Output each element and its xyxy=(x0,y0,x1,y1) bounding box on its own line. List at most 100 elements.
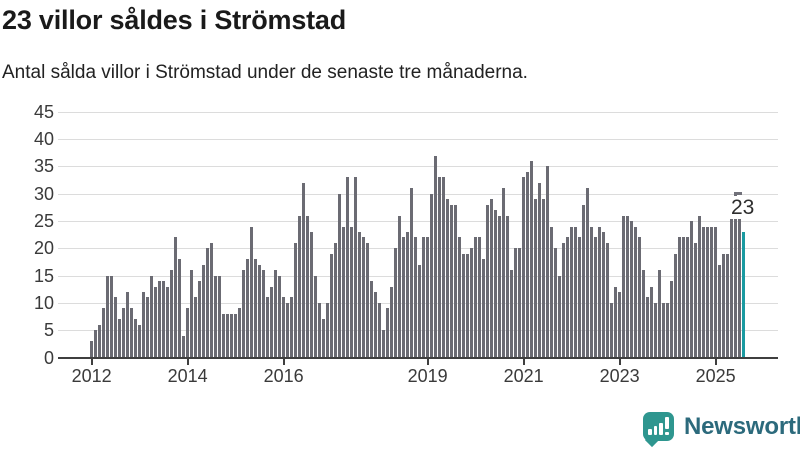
bar xyxy=(426,237,430,358)
gridline xyxy=(58,139,778,141)
bar xyxy=(102,308,106,358)
y-tick-label: 10 xyxy=(33,292,54,313)
last-value-annotation: 23 xyxy=(729,192,757,219)
bar xyxy=(446,199,450,358)
bar xyxy=(454,204,458,358)
bar xyxy=(322,319,326,358)
bar xyxy=(418,264,422,358)
x-axis-tick xyxy=(714,358,717,365)
bar xyxy=(394,248,398,358)
bar xyxy=(730,215,734,358)
bar xyxy=(222,313,226,358)
bar xyxy=(450,204,454,358)
bar xyxy=(414,237,418,358)
bar xyxy=(274,270,278,358)
bar xyxy=(366,242,370,358)
bar xyxy=(158,281,162,358)
bar xyxy=(126,292,130,358)
bar xyxy=(478,237,482,358)
bar xyxy=(534,199,538,358)
bar xyxy=(282,297,286,358)
bar xyxy=(590,226,594,358)
bar xyxy=(690,221,694,358)
gridline xyxy=(58,248,778,250)
x-tick-label: 2019 xyxy=(407,366,448,386)
bar xyxy=(110,275,114,358)
bar xyxy=(474,237,478,358)
bar xyxy=(554,248,558,358)
bar xyxy=(486,204,490,358)
bar xyxy=(558,275,562,358)
bar xyxy=(578,237,582,358)
bar xyxy=(214,275,218,358)
bar xyxy=(522,177,526,358)
y-tick-label: 5 xyxy=(43,320,54,341)
x-axis-tick xyxy=(426,358,429,365)
bar xyxy=(646,297,650,358)
bar xyxy=(114,297,118,358)
y-tick-label: 45 xyxy=(33,101,54,122)
bar xyxy=(342,226,346,358)
bar xyxy=(138,324,142,358)
bar xyxy=(382,330,386,358)
bar xyxy=(570,226,574,358)
bar xyxy=(334,242,338,358)
bar xyxy=(438,177,442,358)
bar xyxy=(458,237,462,358)
bar xyxy=(302,182,306,358)
bar xyxy=(594,237,598,358)
bar xyxy=(350,226,354,358)
bar xyxy=(122,308,126,358)
bar xyxy=(194,297,198,358)
bar xyxy=(298,215,302,358)
bar xyxy=(278,275,282,358)
bar xyxy=(234,313,238,358)
newsworthy-logo: Newsworthy xyxy=(643,412,800,448)
x-axis-tick xyxy=(186,358,189,365)
x-tick-label: 2025 xyxy=(695,366,736,386)
y-tick-label: 0 xyxy=(43,347,54,368)
bar xyxy=(598,226,602,358)
bar xyxy=(398,215,402,358)
bar xyxy=(106,275,110,358)
x-axis-line xyxy=(58,356,778,359)
bar xyxy=(254,259,258,358)
bar xyxy=(638,237,642,358)
bar xyxy=(602,231,606,358)
x-tick-label: 2023 xyxy=(599,366,640,386)
bar xyxy=(634,226,638,358)
bar xyxy=(410,188,414,358)
x-tick-label: 2014 xyxy=(167,366,208,386)
bar xyxy=(618,292,622,358)
x-tick-label: 2012 xyxy=(71,366,112,386)
bar xyxy=(566,237,570,358)
bar xyxy=(174,237,178,358)
bar xyxy=(662,302,666,358)
bar xyxy=(130,308,134,358)
bar xyxy=(490,199,494,358)
bar xyxy=(218,275,222,358)
bar xyxy=(314,275,318,358)
bar xyxy=(542,199,546,358)
bar xyxy=(574,226,578,358)
bar xyxy=(162,281,166,358)
bar xyxy=(710,226,714,358)
chart-subtitle: Antal sålda villor i Strömstad under de … xyxy=(2,62,528,83)
bar xyxy=(386,308,390,358)
bar xyxy=(246,259,250,358)
bar xyxy=(318,302,322,358)
bar xyxy=(406,231,410,358)
x-tick-label: 2021 xyxy=(503,366,544,386)
bar xyxy=(666,302,670,358)
bar xyxy=(166,286,170,358)
bar xyxy=(198,281,202,358)
y-tick-label: 35 xyxy=(33,156,54,177)
bar xyxy=(178,259,182,358)
bar xyxy=(270,286,274,358)
bar xyxy=(562,242,566,358)
bar xyxy=(714,226,718,358)
bar xyxy=(642,270,646,358)
bar xyxy=(686,237,690,358)
annotation-value: 23 xyxy=(729,196,757,219)
